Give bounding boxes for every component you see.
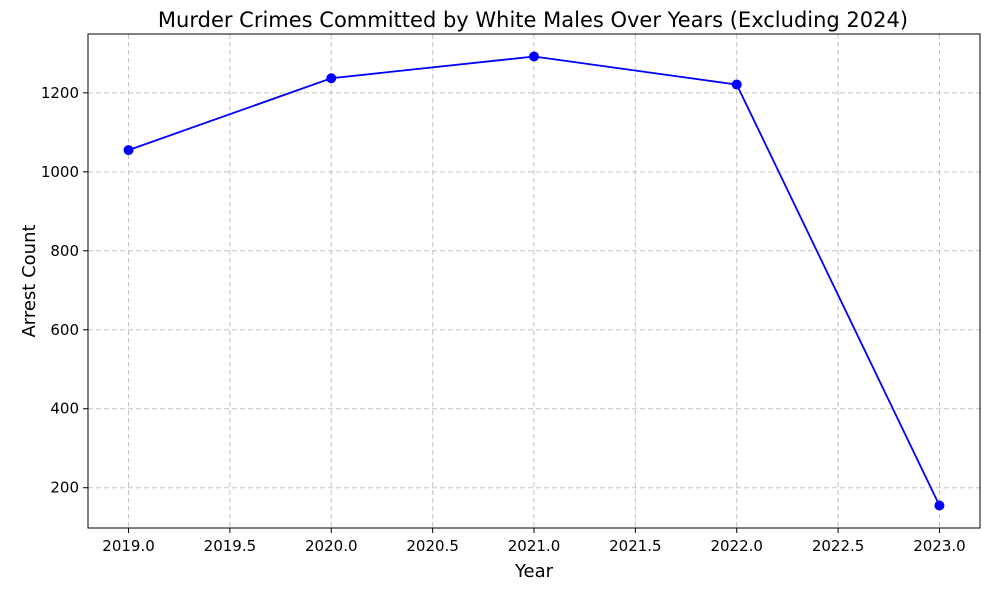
- data-point-marker: [731, 79, 742, 90]
- y-tick-label: 600: [50, 321, 79, 339]
- grid-lines: [88, 34, 980, 528]
- x-tick-label: 2021.0: [508, 537, 561, 555]
- x-tick-label: 2022.5: [812, 537, 865, 555]
- x-tick-label: 2020.5: [406, 537, 459, 555]
- x-tick-label: 2019.5: [204, 537, 257, 555]
- y-tick-label: 800: [50, 242, 79, 260]
- x-tick-label: 2021.5: [609, 537, 662, 555]
- data-point-marker: [934, 500, 945, 511]
- y-axis-ticks: 200 400 600 800 1000 1200: [41, 84, 88, 497]
- y-tick-label: 400: [50, 400, 79, 418]
- data-point-marker: [123, 145, 134, 156]
- data-series: [123, 51, 945, 511]
- x-axis-ticks: 2019.0 2019.5 2020.0 2020.5 2021.0 2021.5 2022…: [102, 528, 966, 555]
- x-tick-label: 2020.0: [305, 537, 358, 555]
- x-tick-label: 2019.0: [102, 537, 155, 555]
- x-tick-label: 2023.0: [913, 537, 966, 555]
- y-tick-label: 1200: [41, 84, 79, 102]
- x-axis-label: Year: [514, 561, 554, 582]
- data-point-marker: [529, 51, 539, 62]
- y-axis-label: Arrest Count: [19, 224, 40, 337]
- data-point-marker: [326, 73, 337, 84]
- y-tick-label: 200: [50, 479, 79, 497]
- y-tick-label: 1000: [41, 163, 79, 181]
- x-tick-label: 2022.0: [710, 537, 763, 555]
- chart-title: Murder Crimes Committed by White Males O…: [158, 8, 908, 32]
